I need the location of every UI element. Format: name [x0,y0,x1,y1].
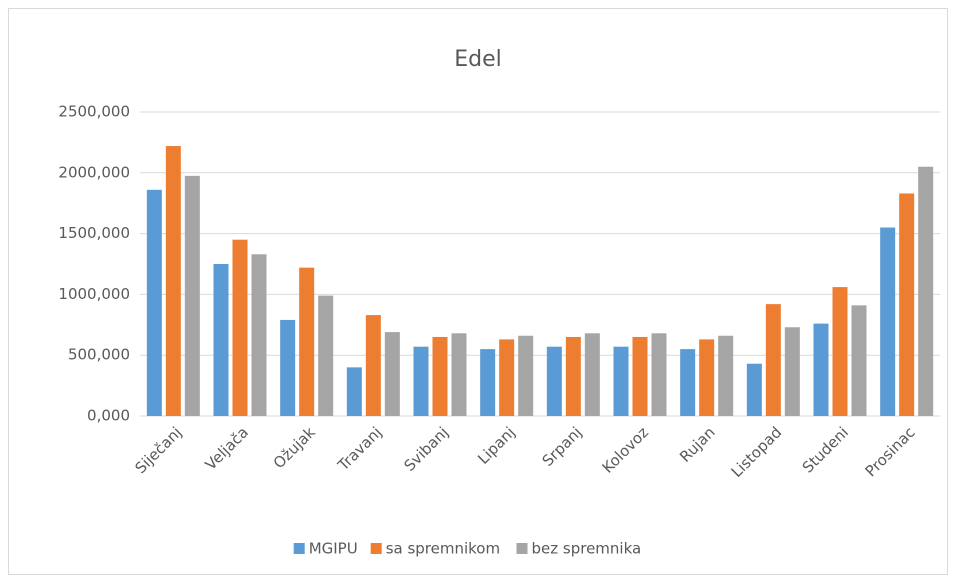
y-tick-label: 2000,000 [58,163,130,181]
y-tick-label: 500,000 [68,346,130,364]
bar [918,166,934,416]
bar [165,146,181,416]
bar [651,333,667,416]
bar [318,295,334,416]
bar [365,315,381,416]
legend-label: MGIPU [309,540,358,558]
bar [499,339,515,416]
bar [880,227,896,416]
y-tick-label: 0,000 [87,407,130,425]
chart-title: Edel [454,47,502,72]
bar [832,287,848,416]
legend-swatch [293,543,305,554]
bar [232,239,248,416]
legend-swatch [370,543,382,554]
bar [146,189,162,416]
bar [565,336,581,416]
bar [451,333,467,416]
bar [384,332,400,416]
legend-swatch [516,543,528,554]
bar [518,335,534,416]
bar [480,349,496,416]
bar [432,336,448,416]
bar [213,264,229,416]
bar [584,333,600,416]
bar [813,323,829,416]
bar [413,346,429,416]
bar [784,327,800,416]
y-tick-label: 1000,000 [58,285,130,303]
bar [346,367,362,416]
bar [765,304,781,416]
bar [546,346,562,416]
bar [699,339,715,416]
bar [851,305,867,416]
bar [184,175,200,416]
legend-label: bez spremnika [532,540,642,558]
y-tick-label: 1500,000 [58,224,130,242]
bar [280,319,296,416]
bar [251,254,267,416]
bar [746,363,762,416]
chart-border [8,8,948,575]
bar [718,335,734,416]
bar [899,193,915,416]
y-tick-label: 2500,000 [58,103,130,121]
bar [299,267,315,416]
bar [613,346,629,416]
legend-label: sa spremnikom [386,540,500,558]
bar [680,349,696,416]
bar [632,336,648,416]
